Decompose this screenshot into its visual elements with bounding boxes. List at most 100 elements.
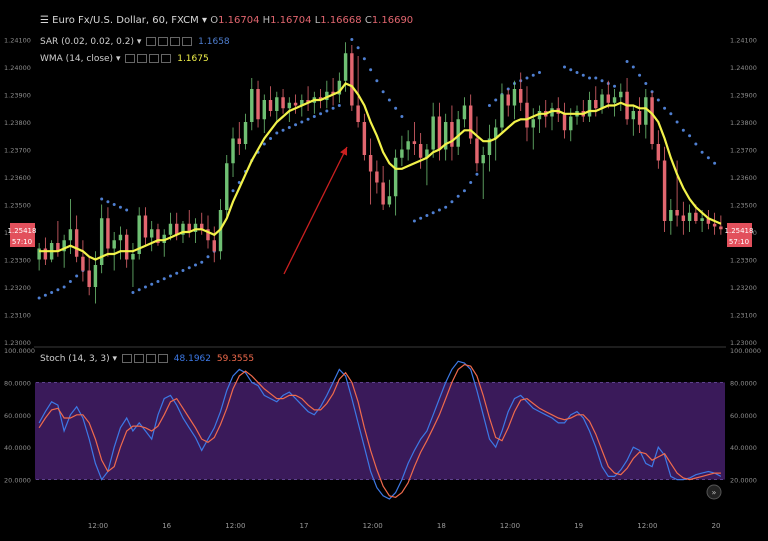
candle-body xyxy=(475,138,479,164)
settings-icon[interactable] xyxy=(133,354,144,363)
candle-body xyxy=(56,243,60,252)
time-axis[interactable]: 12:00 16 12:00 17 12:00 18 12:00 19 12:00 20 xyxy=(88,522,721,530)
candle-body xyxy=(262,100,267,120)
candle-body xyxy=(318,97,323,100)
sar-dot xyxy=(118,205,122,209)
chevron-down-icon[interactable]: ▾ xyxy=(115,54,121,64)
stoch-tick-label: 100.0000 xyxy=(4,347,35,355)
badge-price-right: 1.25418 xyxy=(725,227,754,235)
price-tick-label: 1.23600 xyxy=(730,174,757,182)
candle-body xyxy=(481,155,485,164)
annotation-arrow[interactable] xyxy=(283,146,348,275)
chevron-down-icon[interactable]: ▾ xyxy=(201,15,208,26)
candle-body xyxy=(137,215,141,254)
sar-dot xyxy=(656,98,660,102)
stoch-label[interactable]: Stoch (14, 3, 3) xyxy=(40,354,110,364)
sar-label[interactable]: SAR (0.02, 0.02, 0.2) xyxy=(40,37,135,47)
sar-dot xyxy=(187,266,191,270)
sar-dot xyxy=(638,73,642,77)
badge-countdown-right: 57:10 xyxy=(729,238,749,246)
sar-dot xyxy=(419,216,423,220)
candle-body xyxy=(662,160,667,221)
chevron-down-icon[interactable]: ▾ xyxy=(136,37,142,47)
badge-price-left: 1.25418 xyxy=(8,227,37,235)
stoch-tick-label: 20.0000 xyxy=(4,477,31,485)
time-tick-label: 18 xyxy=(437,522,446,530)
sar-dot xyxy=(375,79,379,83)
stoch-legend[interactable]: Stoch (14, 3, 3) ▾ 48.1962 59.3555 xyxy=(40,354,254,365)
candle-body xyxy=(99,218,104,265)
candle-body xyxy=(537,111,542,120)
price-tick-label: 1.23100 xyxy=(730,312,757,320)
more-icon[interactable] xyxy=(157,354,168,363)
wma-legend[interactable]: WMA (14, close) ▾ 1.1675 xyxy=(40,54,209,65)
high-label: H xyxy=(262,15,271,26)
candle-body xyxy=(268,100,273,111)
eye-icon[interactable] xyxy=(146,37,157,46)
candle-body xyxy=(719,226,723,230)
candle-body xyxy=(68,229,73,241)
sar-dot xyxy=(663,106,667,110)
time-tick-label: 17 xyxy=(300,522,309,530)
eye-icon[interactable] xyxy=(125,54,136,63)
scroll-right-button[interactable]: » xyxy=(706,484,722,500)
stoch-tick-label: 60.0000 xyxy=(730,412,757,420)
candle-body xyxy=(450,122,454,147)
more-icon[interactable] xyxy=(182,37,193,46)
sar-dot xyxy=(294,123,298,127)
candle-body xyxy=(387,196,392,205)
candle-body xyxy=(637,111,642,125)
eye-icon[interactable] xyxy=(121,354,132,363)
candle-body xyxy=(525,102,529,128)
more-icon[interactable] xyxy=(161,54,172,63)
open-label: O xyxy=(210,15,219,26)
candle-body xyxy=(181,223,185,235)
badge-countdown-left: 57:10 xyxy=(12,238,32,246)
price-tick-label: 1.23900 xyxy=(730,92,757,100)
close-icon[interactable] xyxy=(149,54,160,63)
open-value: 1.16704 xyxy=(218,15,260,26)
wma-label[interactable]: WMA (14, close) xyxy=(40,54,114,64)
sar-dot xyxy=(525,76,529,80)
close-icon[interactable] xyxy=(145,354,156,363)
candle-body xyxy=(337,80,342,95)
stoch-tick-label: 80.0000 xyxy=(4,379,31,387)
candle-body xyxy=(200,223,204,230)
sar-dot xyxy=(162,277,166,281)
settings-icon[interactable] xyxy=(137,54,148,63)
chevron-down-icon[interactable]: ▾ xyxy=(112,354,118,364)
time-tick-label: 19 xyxy=(574,522,583,530)
candle-body xyxy=(281,97,285,109)
price-tick-label: 1.24000 xyxy=(4,64,31,72)
candle-body xyxy=(569,116,573,131)
sar-dot xyxy=(175,271,179,275)
candle-body xyxy=(675,210,679,216)
sar-dot xyxy=(625,60,629,63)
price-tick-label: 1.23200 xyxy=(730,284,757,292)
candle-body xyxy=(406,141,410,150)
sar-dot xyxy=(644,82,648,85)
sar-dot xyxy=(588,76,592,80)
symbol-title[interactable]: Euro Fx/U.S. Dollar, 60, FXCM xyxy=(52,15,199,26)
sar-dot xyxy=(75,274,79,278)
symbol-legend[interactable]: ☰ Euro Fx/U.S. Dollar, 60, FXCM ▾ O1.167… xyxy=(40,15,413,26)
time-tick-label: 12:00 xyxy=(88,522,108,530)
close-icon[interactable] xyxy=(170,37,181,46)
sar-dot xyxy=(331,106,335,110)
candle-body xyxy=(187,223,191,232)
price-tick-label: 1.24100 xyxy=(730,37,757,45)
menu-icon[interactable]: ☰ xyxy=(40,15,49,26)
candle-body xyxy=(437,116,442,150)
candle-body xyxy=(293,102,298,106)
price-tick-label: 1.23300 xyxy=(730,257,757,265)
candle-body xyxy=(356,105,360,122)
sar-legend[interactable]: SAR (0.02, 0.02, 0.2) ▾ 1.1658 xyxy=(40,37,230,48)
sar-dot xyxy=(168,274,172,278)
candle-body xyxy=(712,223,717,227)
candle-body xyxy=(112,240,116,249)
candle-body xyxy=(62,240,66,252)
candle-body xyxy=(375,171,379,183)
price-tick-label: 1.24100 xyxy=(4,37,31,45)
settings-icon[interactable] xyxy=(158,37,169,46)
